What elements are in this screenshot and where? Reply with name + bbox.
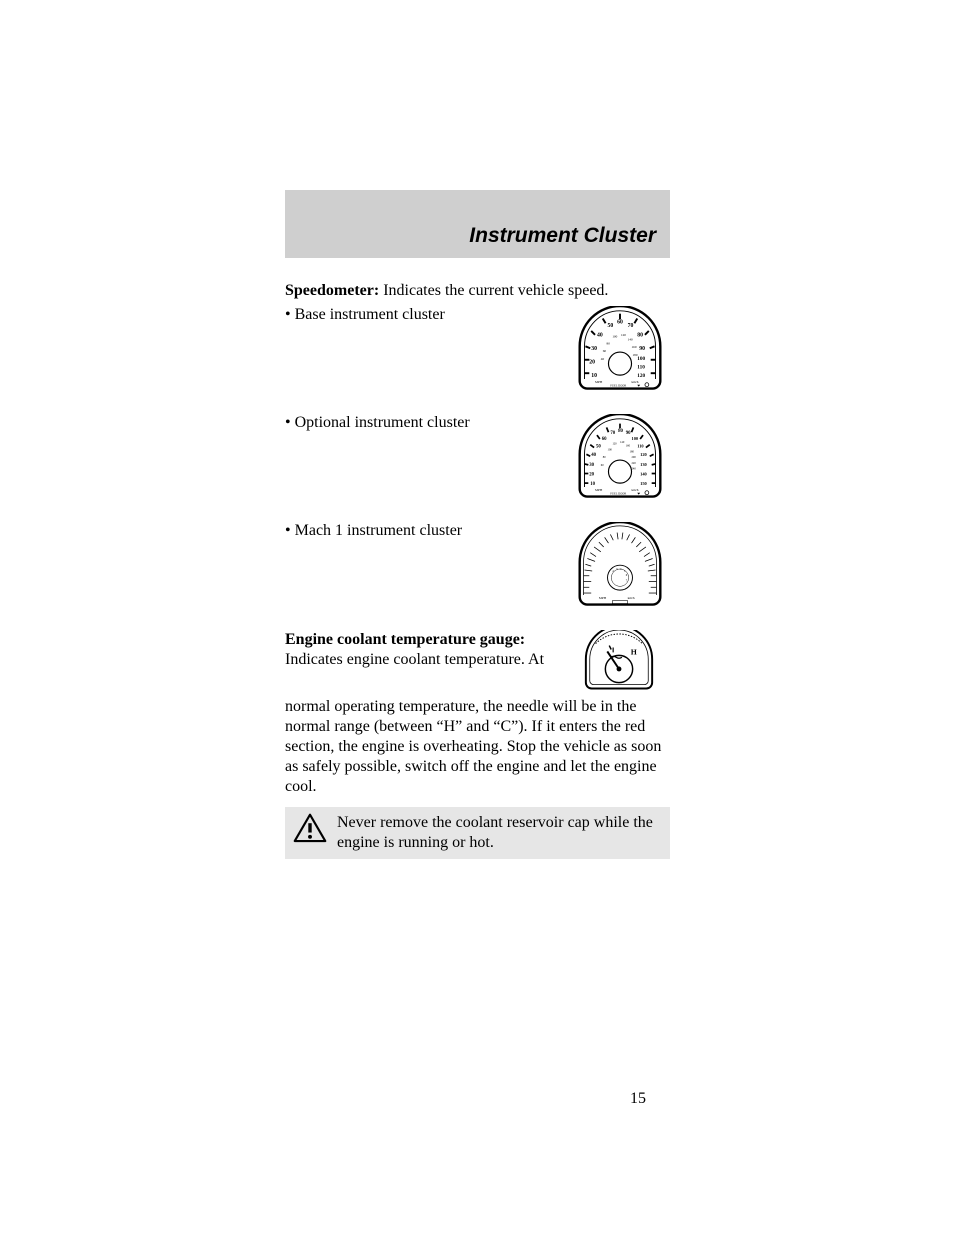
svg-text:120: 120 — [637, 373, 645, 379]
svg-text:100: 100 — [608, 447, 613, 451]
speedometer-mach1-icon: 234 567 MPH km/h — [572, 522, 668, 608]
cluster-row-optional: • Optional instrument cluster — [285, 414, 670, 506]
svg-text:km/h: km/h — [632, 488, 639, 492]
svg-text:20: 20 — [589, 472, 594, 477]
svg-text:180: 180 — [632, 353, 637, 357]
svg-text:MPH: MPH — [595, 380, 603, 384]
svg-text:70: 70 — [628, 323, 634, 329]
speedometer-desc: Indicates the current vehicle speed. — [379, 282, 608, 299]
svg-text:90: 90 — [639, 346, 645, 352]
svg-text:80: 80 — [607, 341, 611, 345]
cluster-row-mach1: • Mach 1 instrument cluster — [285, 522, 670, 614]
warning-box: Never remove the coolant reservoir cap w… — [285, 807, 670, 859]
cluster-label-mach1: • Mach 1 instrument cluster — [285, 522, 570, 540]
svg-text:40: 40 — [597, 333, 603, 339]
page-number: 15 — [630, 1090, 646, 1108]
svg-text:120: 120 — [640, 452, 647, 457]
cluster-label-optional: • Optional instrument cluster — [285, 414, 570, 432]
svg-text:20: 20 — [589, 360, 595, 366]
svg-text:120: 120 — [612, 442, 617, 446]
svg-text:60: 60 — [617, 319, 623, 325]
svg-text:80: 80 — [637, 333, 643, 339]
svg-text:40: 40 — [591, 453, 596, 458]
svg-text:140: 140 — [620, 440, 625, 444]
svg-text:140: 140 — [640, 471, 647, 476]
svg-text:160: 160 — [632, 345, 637, 349]
cluster-label-base: • Base instrument cluster — [285, 306, 570, 324]
svg-text:10: 10 — [591, 373, 597, 379]
svg-text:H: H — [631, 647, 637, 656]
svg-text:110: 110 — [637, 444, 644, 449]
speedometer-base-icon: 10 20 30 40 50 60 70 80 90 100 110 120 4… — [572, 306, 668, 392]
page-content: Instrument Cluster Speedometer: Indicate… — [285, 190, 670, 859]
svg-text:60: 60 — [603, 349, 607, 353]
svg-text:50: 50 — [608, 323, 614, 329]
coolant-heading: Engine coolant temperature gauge: — [285, 631, 525, 648]
section-title: Instrument Cluster — [469, 224, 656, 248]
svg-text:160: 160 — [626, 444, 631, 448]
svg-text:90: 90 — [626, 431, 631, 436]
svg-text:km/h: km/h — [632, 380, 639, 384]
speedometer-label: Speedometer: — [285, 282, 379, 299]
speedometer-gauge-mach1: 234 567 MPH km/h — [570, 522, 670, 608]
svg-text:FUEL DOOR: FUEL DOOR — [610, 384, 626, 388]
svg-text:30: 30 — [591, 346, 597, 352]
svg-text:10: 10 — [590, 482, 595, 487]
cluster-row-base: • Base instrument cluster 10 — [285, 306, 670, 398]
svg-text:40: 40 — [601, 357, 605, 361]
svg-text:140: 140 — [628, 338, 633, 342]
coolant-gauge: H — [580, 630, 670, 697]
coolant-section: Engine coolant temperature gauge: Indica… — [285, 630, 670, 697]
speedometer-gauge-base: 10 20 30 40 50 60 70 80 90 100 110 120 4… — [570, 306, 670, 392]
svg-text:240: 240 — [632, 467, 637, 471]
svg-text:30: 30 — [589, 463, 594, 468]
svg-text:80: 80 — [618, 429, 623, 434]
warning-triangle-icon — [293, 813, 327, 849]
svg-text:MPH: MPH — [599, 596, 607, 600]
speedometer-intro: Speedometer: Indicates the current vehic… — [285, 282, 670, 300]
svg-text:100: 100 — [637, 356, 645, 362]
svg-text:km/h: km/h — [628, 596, 635, 600]
coolant-lead: Indicates engine coolant temperature. At — [285, 651, 544, 668]
body-content: Speedometer: Indicates the current vehic… — [285, 258, 670, 859]
svg-text:110: 110 — [637, 364, 645, 370]
svg-text:MPH: MPH — [595, 488, 603, 492]
warning-text: Never remove the coolant reservoir cap w… — [337, 813, 662, 853]
speedometer-gauge-optional: 10 20 30 40 50 60 70 80 90 100 110 120 1… — [570, 414, 670, 500]
svg-text:120: 120 — [621, 333, 626, 337]
svg-text:130: 130 — [640, 462, 647, 467]
svg-text:FUEL DOOR: FUEL DOOR — [610, 492, 626, 496]
svg-text:60: 60 — [602, 437, 607, 442]
speedometer-optional-icon: 10 20 30 40 50 60 70 80 90 100 110 120 1… — [572, 414, 668, 500]
section-header-bar: Instrument Cluster — [285, 190, 670, 258]
svg-text:150: 150 — [640, 481, 647, 486]
svg-text:100: 100 — [612, 335, 617, 339]
svg-text:70: 70 — [610, 431, 615, 436]
coolant-gauge-icon: H — [580, 630, 658, 692]
coolant-body: normal operating temperature, the needle… — [285, 697, 670, 797]
svg-text:180: 180 — [630, 449, 635, 453]
svg-text:220: 220 — [632, 461, 637, 465]
svg-text:200: 200 — [632, 455, 637, 459]
svg-text:100: 100 — [632, 436, 639, 441]
svg-text:50: 50 — [596, 445, 601, 450]
